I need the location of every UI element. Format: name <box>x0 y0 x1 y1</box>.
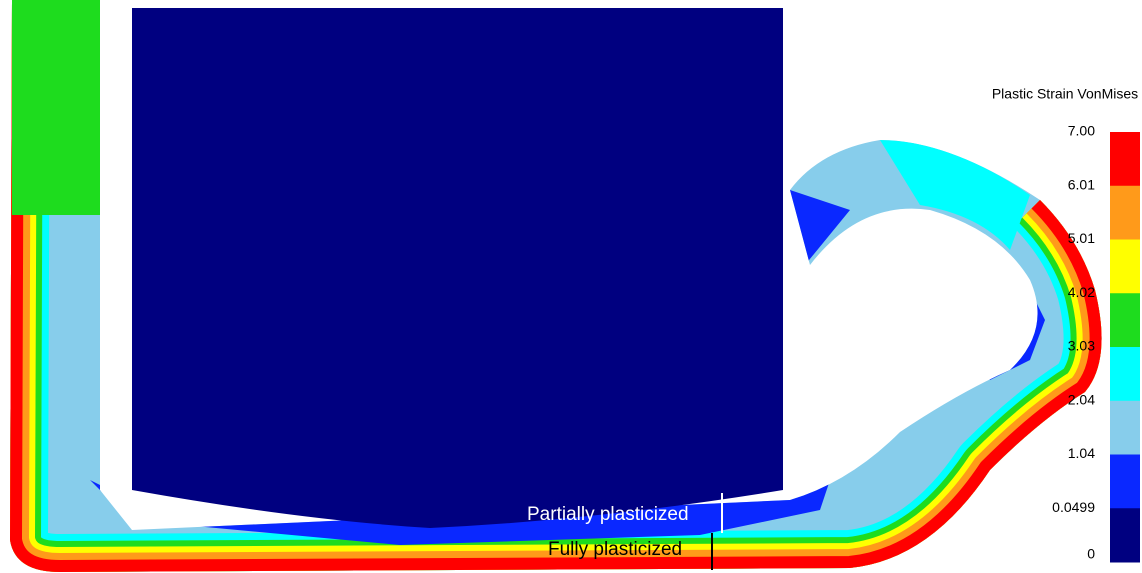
colorbar-band <box>1110 400 1140 455</box>
die-block <box>132 8 783 528</box>
legend-title: Plastic Strain VonMises <box>992 86 1138 102</box>
colorbar-label: 5.01 <box>1068 230 1095 246</box>
colorbar-label: 1.04 <box>1068 445 1095 461</box>
colorbar-band <box>1110 132 1140 187</box>
colorbar-label: 0 <box>1087 546 1095 562</box>
annotation-partial: Partially plasticized <box>527 504 689 525</box>
colorbar-label: 4.02 <box>1068 284 1095 300</box>
colorbar-label: 6.01 <box>1068 176 1095 192</box>
colorbar-band <box>1110 454 1140 509</box>
colorbar-band <box>1110 239 1140 294</box>
colorbar-band <box>1110 185 1140 240</box>
colorbar-label: 2.04 <box>1068 391 1095 407</box>
colorbar: 7.00 6.01 5.01 4.02 3.03 2.04 1.04 0.0499 0 <box>1052 123 1140 563</box>
colorbar-label: 3.03 <box>1068 338 1095 354</box>
colorbar-band <box>1110 508 1140 563</box>
annotation-full: Fully plasticized <box>548 539 682 560</box>
colorbar-label: 7.00 <box>1068 123 1095 139</box>
colorbar-band <box>1110 347 1140 402</box>
colorbar-label: 0.0499 <box>1052 499 1095 515</box>
colorbar-band <box>1110 293 1140 348</box>
